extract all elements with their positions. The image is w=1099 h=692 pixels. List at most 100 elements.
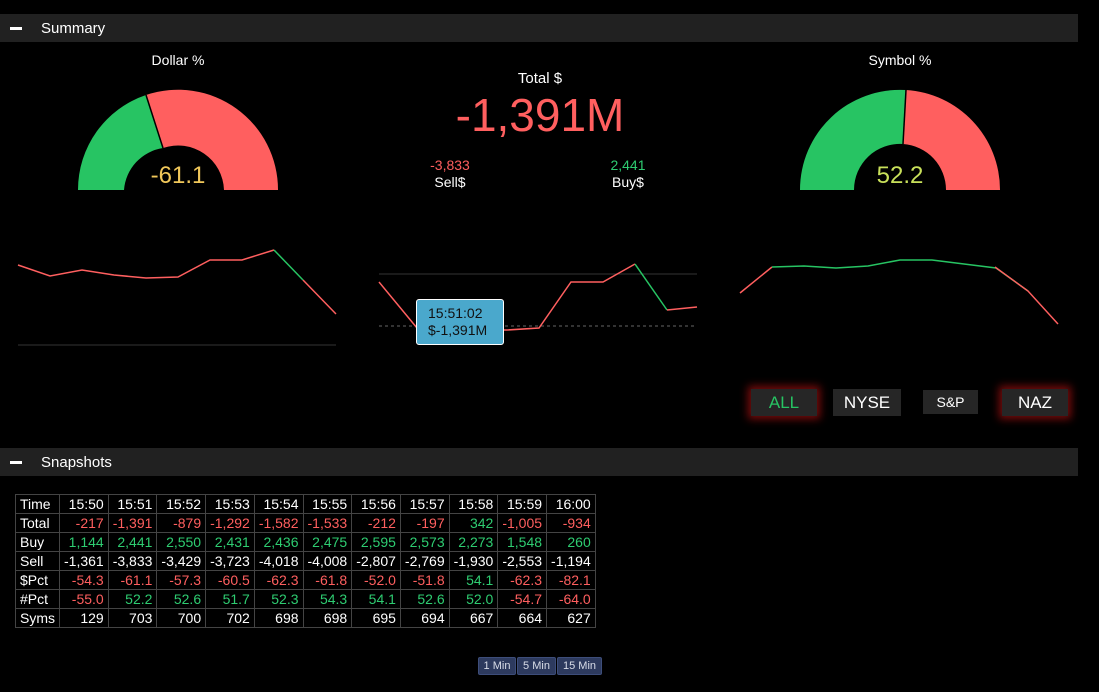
table-row: Syms 129 703 700 702 698 698 695 694 667 664 627 xyxy=(15,608,596,628)
dollar-gauge-buy-arc xyxy=(77,95,163,190)
buy-value: 2,441 xyxy=(610,157,646,173)
header-time: 15:54 xyxy=(253,494,304,514)
table-cell: 2,475 xyxy=(302,532,353,552)
table-cell: 667 xyxy=(448,608,499,628)
snapshots-header[interactable]: Snapshots xyxy=(0,448,1078,476)
table-cell: -1,533 xyxy=(302,513,353,533)
table-cell: -3,429 xyxy=(156,551,207,571)
symbol-gauge-sell-arc xyxy=(903,90,1001,190)
table-cell: -879 xyxy=(156,513,207,533)
timeframe-1min-button[interactable]: 1 Min xyxy=(478,657,516,675)
table-cell: -60.5 xyxy=(205,570,255,590)
header-time: 15:53 xyxy=(205,494,255,514)
sp-button[interactable]: S&P xyxy=(923,390,978,414)
tooltip-time: 15:51:02 xyxy=(428,305,483,321)
table-cell: 52.2 xyxy=(107,589,158,609)
table-row: Buy 1,144 2,441 2,550 2,431 2,436 2,475 2,595 2,… xyxy=(15,532,596,552)
row-label: Buy xyxy=(15,532,60,552)
dollar-sparkline xyxy=(17,249,337,346)
table-cell: -197 xyxy=(399,513,450,533)
table-cell: -64.0 xyxy=(546,589,596,609)
row-label: Sell xyxy=(15,551,60,571)
table-cell: -3,833 xyxy=(107,551,158,571)
symbol-gauge xyxy=(799,89,1001,190)
table-cell: -52.0 xyxy=(351,570,401,590)
snapshots-title: Snapshots xyxy=(41,453,112,471)
table-cell: -2,769 xyxy=(399,551,450,571)
summary-header[interactable]: Summary xyxy=(0,14,1078,42)
nyse-button[interactable]: NYSE xyxy=(833,389,901,416)
row-label: #Pct xyxy=(15,589,60,609)
table-row: Total -217 -1,391 -879 -1,292 -1,582 -1,533 -21… xyxy=(15,513,596,533)
snapshots-table: Time 15:50 15:51 15:52 15:53 15:54 15:55 15:56 1… xyxy=(15,494,596,628)
table-cell: -1,194 xyxy=(546,551,596,571)
collapse-icon[interactable] xyxy=(10,27,22,30)
table-cell: -62.3 xyxy=(497,570,548,590)
header-time: 15:52 xyxy=(156,494,207,514)
table-cell: 1,144 xyxy=(59,532,109,552)
table-cell: -55.0 xyxy=(59,589,109,609)
timeframe-5min-button[interactable]: 5 Min xyxy=(517,657,556,675)
header-time: 15:51 xyxy=(107,494,158,514)
symbol-gauge-title: Symbol % xyxy=(868,52,932,68)
table-cell: -1,005 xyxy=(497,513,548,533)
header-time: 16:00 xyxy=(546,494,596,514)
table-cell: -3,723 xyxy=(205,551,255,571)
timeframe-15min-button[interactable]: 15 Min xyxy=(557,657,602,675)
table-cell: 703 xyxy=(107,608,158,628)
table-row: Sell -1,361 -3,833 -3,429 -3,723 -4,018 -4,008… xyxy=(15,551,596,571)
header-label: Time xyxy=(15,494,60,514)
table-cell: -61.1 xyxy=(107,570,158,590)
table-cell: 2,441 xyxy=(107,532,158,552)
sell-value: -3,833 xyxy=(430,157,470,173)
collapse-icon[interactable] xyxy=(10,461,22,464)
table-cell: -61.8 xyxy=(302,570,353,590)
symbol-gauge-buy-arc xyxy=(799,89,906,190)
header-time: 15:59 xyxy=(497,494,548,514)
dollar-gauge xyxy=(77,89,279,190)
table-cell: 698 xyxy=(253,608,304,628)
table-cell: 54.1 xyxy=(351,589,401,609)
table-cell: -2,553 xyxy=(497,551,548,571)
table-cell: -4,008 xyxy=(302,551,353,571)
table-cell: 52.6 xyxy=(156,589,207,609)
table-cell: 54.3 xyxy=(302,589,353,609)
table-cell: 695 xyxy=(351,608,401,628)
header-time: 15:58 xyxy=(448,494,499,514)
table-cell: -82.1 xyxy=(546,570,596,590)
table-cell: 260 xyxy=(546,532,596,552)
table-cell: 52.3 xyxy=(253,589,304,609)
dollar-gauge-title: Dollar % xyxy=(151,52,205,68)
table-cell: -4,018 xyxy=(253,551,304,571)
header-time: 15:55 xyxy=(302,494,353,514)
dollar-gauge-value: -61.1 xyxy=(150,162,206,189)
table-cell: 2,273 xyxy=(448,532,499,552)
table-cell: -1,930 xyxy=(448,551,499,571)
table-cell: -217 xyxy=(59,513,109,533)
symbol-sparkline xyxy=(739,259,1059,325)
naz-button[interactable]: NAZ xyxy=(1002,389,1068,416)
table-cell: 52.6 xyxy=(399,589,450,609)
table-cell: -54.3 xyxy=(59,570,109,590)
buy-label: Buy$ xyxy=(612,174,644,190)
table-cell: 2,436 xyxy=(253,532,304,552)
chart-tooltip: 15:51:02 $-1,391M xyxy=(416,299,504,345)
total-label: Total $ xyxy=(517,70,563,87)
symbol-gauge-value: 52.2 xyxy=(876,162,924,189)
table-cell: 51.7 xyxy=(205,589,255,609)
table-cell: -62.3 xyxy=(253,570,304,590)
table-cell: 54.1 xyxy=(448,570,499,590)
header-time: 15:56 xyxy=(351,494,401,514)
table-cell: 664 xyxy=(497,608,548,628)
header-time: 15:57 xyxy=(399,494,450,514)
table-cell: 2,431 xyxy=(205,532,255,552)
table-cell: 129 xyxy=(59,608,109,628)
table-cell: -1,391 xyxy=(107,513,158,533)
table-header-row: Time 15:50 15:51 15:52 15:53 15:54 15:55 15:56 1… xyxy=(15,494,596,514)
tooltip-value: $-1,391M xyxy=(428,322,488,338)
table-cell: -54.7 xyxy=(497,589,548,609)
table-cell: 700 xyxy=(156,608,207,628)
table-cell: -1,582 xyxy=(253,513,304,533)
all-button[interactable]: ALL xyxy=(751,389,817,416)
table-cell: 2,550 xyxy=(156,532,207,552)
